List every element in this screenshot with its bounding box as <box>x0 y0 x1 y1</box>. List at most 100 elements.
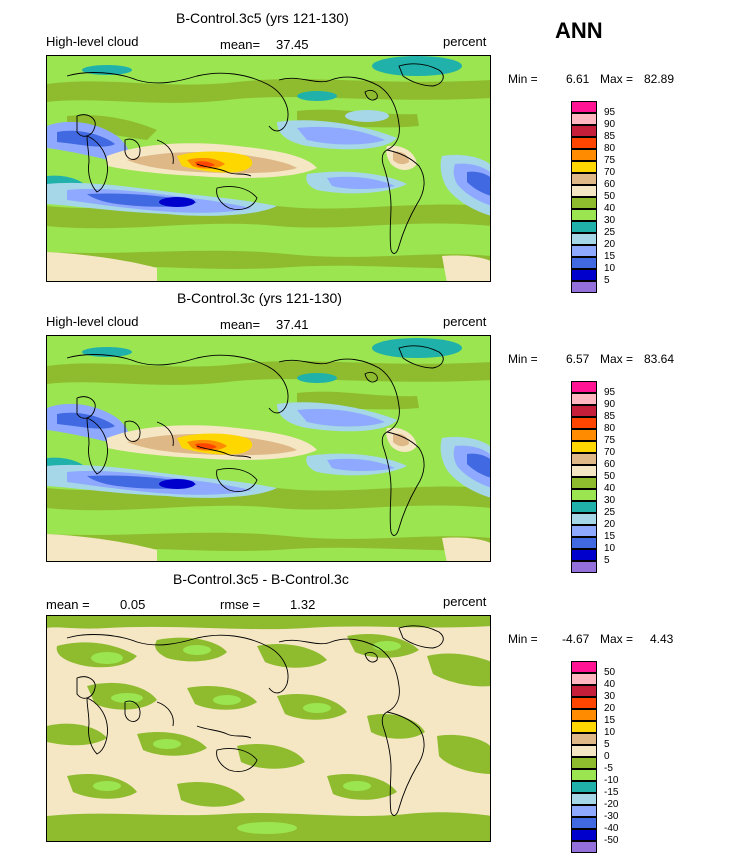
panel1-colorbar-label-13: 10 <box>604 263 616 274</box>
panel2-colorbar-label-9: 30 <box>604 495 616 506</box>
panel2-colorbar-label-4: 75 <box>604 435 616 446</box>
panel2-colorbar-swatch-6 <box>571 453 597 465</box>
panel1-units: percent <box>443 34 487 49</box>
panel1-title: B-Control.3c5 (yrs 121-130) <box>176 10 349 26</box>
panel3-colorbar-swatch-6 <box>571 733 597 745</box>
panel3-mean-label: mean = <box>46 597 90 612</box>
panel3-colorbar-label-5: 10 <box>604 727 616 738</box>
panel3-colorbar-label-10: -15 <box>604 787 619 798</box>
panel3-min-label: Min = <box>508 632 538 646</box>
panel2-colorbar-swatch-0 <box>571 381 597 393</box>
panel2-colorbar-label-11: 20 <box>604 519 616 530</box>
panel2-colorbar-swatch-10 <box>571 501 597 513</box>
panel1-max-value: 82.89 <box>644 72 675 86</box>
panel3-max-label: Max = <box>600 632 634 646</box>
panel3-colorbar-swatch-3 <box>571 697 597 709</box>
panel2-mean-value: 37.41 <box>276 317 309 332</box>
panel1-colorbar-swatch-8 <box>571 197 597 209</box>
panel3-colorbar-label-6: 5 <box>604 739 610 750</box>
panel1-mean-value: 37.45 <box>276 37 309 52</box>
panel1-colorbar-label-6: 60 <box>604 179 616 190</box>
panel1-mean-label: mean= <box>220 37 261 52</box>
panel3-colorbar-label-4: 15 <box>604 715 616 726</box>
panel3-title: B-Control.3c5 - B-Control.3c <box>173 571 349 587</box>
season-label: ANN <box>555 18 603 43</box>
panel2-colorbar-label-5: 70 <box>604 447 616 458</box>
panel2-colorbar-swatch-12 <box>571 525 597 537</box>
panel3-colorbar-label-9: -10 <box>604 775 619 786</box>
panel1-colorbar-swatch-9 <box>571 209 597 221</box>
panel2-colorbar-swatch-13 <box>571 537 597 549</box>
panel3-colorbar-swatch-10 <box>571 781 597 793</box>
panel3-map <box>46 615 491 842</box>
panel3-colorbar-label-11: -20 <box>604 799 619 810</box>
panel1-colorbar-label-9: 30 <box>604 215 616 226</box>
panel1-colorbar-label-5: 70 <box>604 167 616 178</box>
panel2-colorbar-label-2: 85 <box>604 411 616 422</box>
panel2-colorbar-swatch-14 <box>571 549 597 561</box>
panel1-min-label: Min = <box>508 72 538 86</box>
panel1-field-label: High-level cloud <box>46 34 139 49</box>
panel3-colorbar-swatch-14 <box>571 829 597 841</box>
panel1-min-value: 6.61 <box>566 72 590 86</box>
panel2-colorbar-swatch-9 <box>571 489 597 501</box>
panel1-colorbar-swatch-12 <box>571 245 597 257</box>
panel1-colorbar-swatch-11 <box>571 233 597 245</box>
panel1-colorbar-swatch-13 <box>571 257 597 269</box>
panel3-units: percent <box>443 594 487 609</box>
panel3-colorbar-swatch-2 <box>571 685 597 697</box>
panel1-colorbar-label-11: 20 <box>604 239 616 250</box>
panel1-colorbar-swatch-5 <box>571 161 597 173</box>
panel2-colorbar-swatch-15 <box>571 561 597 573</box>
panel1-colorbar-swatch-15 <box>571 281 597 293</box>
panel2-colorbar-label-12: 15 <box>604 531 616 542</box>
panel2-colorbar-label-8: 40 <box>604 483 616 494</box>
panel1-colorbar-label-7: 50 <box>604 191 616 202</box>
panel3-colorbar-swatch-5 <box>571 721 597 733</box>
panel1-colorbar: 95 90 85 80 75 70 60 50 40 30 25 20 15 10 5 <box>571 101 615 293</box>
panel1-colorbar-swatch-3 <box>571 137 597 149</box>
panel2-colorbar-label-1: 90 <box>604 399 616 410</box>
panel2-colorbar-swatch-7 <box>571 465 597 477</box>
panel1-map <box>46 55 491 282</box>
panel3-colorbar-swatch-4 <box>571 709 597 721</box>
panel2-field-label: High-level cloud <box>46 314 139 329</box>
panel3-mean-value: 0.05 <box>120 597 146 612</box>
panel1-max-label: Max = <box>600 72 634 86</box>
panel3-rmse-label: rmse = <box>220 597 261 612</box>
panel1-colorbar-label-4: 75 <box>604 155 616 166</box>
panel3-colorbar-swatch-9 <box>571 769 597 781</box>
panel3-colorbar-label-13: -40 <box>604 823 619 834</box>
panel1-colorbar-label-8: 40 <box>604 203 616 214</box>
panel2-colorbar-label-6: 60 <box>604 459 616 470</box>
panel3-colorbar-swatch-0 <box>571 661 597 673</box>
panel1-colorbar-swatch-4 <box>571 149 597 161</box>
panel1-colorbar-label-1: 90 <box>604 119 616 130</box>
panel1-colorbar-swatch-7 <box>571 185 597 197</box>
panel2-colorbar-swatch-3 <box>571 417 597 429</box>
panel1-colorbar-label-14: 5 <box>604 275 610 286</box>
panel2-colorbar-swatch-2 <box>571 405 597 417</box>
panel2-title: B-Control.3c (yrs 121-130) <box>177 290 342 306</box>
panel2-mean-label: mean= <box>220 317 261 332</box>
panel2-max-value: 83.64 <box>644 352 675 366</box>
panel1-colorbar-label-0: 95 <box>604 107 616 118</box>
panel2-colorbar-label-10: 25 <box>604 507 616 518</box>
panel3-colorbar-swatch-15 <box>571 841 597 853</box>
panel3-colorbar-swatch-7 <box>571 745 597 757</box>
panel3-colorbar-swatch-1 <box>571 673 597 685</box>
panel2-max-label: Max = <box>600 352 634 366</box>
panel2-min-value: 6.57 <box>566 352 590 366</box>
panel1-colorbar-swatch-14 <box>571 269 597 281</box>
panel2-colorbar-swatch-1 <box>571 393 597 405</box>
panel1-colorbar-swatch-1 <box>571 113 597 125</box>
panel3-colorbar-label-0: 50 <box>604 667 616 678</box>
panel2-units: percent <box>443 314 487 329</box>
panel3-colorbar-label-1: 40 <box>604 679 616 690</box>
panel3-colorbar-swatch-12 <box>571 805 597 817</box>
panel2-colorbar-swatch-4 <box>571 429 597 441</box>
panel3-colorbar-swatch-11 <box>571 793 597 805</box>
panel1-colorbar-swatch-10 <box>571 221 597 233</box>
panel1-colorbar-label-10: 25 <box>604 227 616 238</box>
panel3-colorbar-label-8: -5 <box>604 763 613 774</box>
